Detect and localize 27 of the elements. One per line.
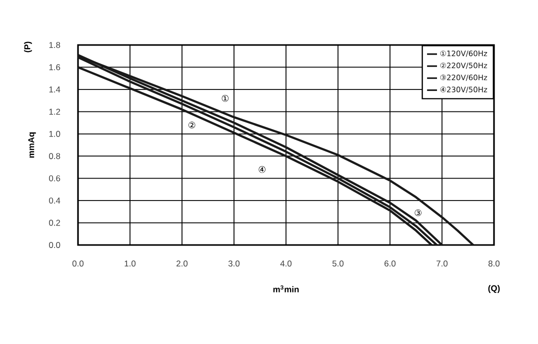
x-axis-title: m$^{3}$min — [273, 285, 299, 292]
y-tick-label: 1.2 — [49, 108, 60, 115]
annotation: ② — [188, 122, 196, 128]
y-tick-label: 1.8 — [49, 42, 60, 48]
annotation: ④ — [258, 166, 266, 173]
x-tick-label: 0.0 — [72, 260, 84, 267]
y-tick-label: 0.0 — [49, 242, 60, 248]
y-tick-label: 1.6 — [49, 64, 60, 70]
y-tick-label: 1.0 — [49, 130, 60, 137]
y-tick-label: 0.8 — [49, 153, 60, 160]
x-tick-label: 4.0 — [280, 260, 292, 267]
y-tick-label: 0.4 — [49, 198, 60, 204]
text: (P) — [24, 42, 32, 52]
annotation: ① — [222, 94, 229, 102]
x-tick-label: 5.0 — [332, 260, 344, 267]
annotation: ③ — [414, 209, 422, 216]
text: (Q) — [488, 285, 500, 293]
y-axis-title: mmAq — [28, 132, 36, 158]
y-tick-label: 0.2 — [49, 220, 60, 226]
y-tick-label: 0.6 — [49, 175, 60, 182]
x-tick-label: 6.0 — [384, 260, 396, 267]
y-tick-label: 1.4 — [49, 86, 60, 92]
x-tick-label: 2.0 — [176, 260, 188, 267]
x-tick-label: 1.0 — [124, 260, 136, 267]
x-tick-label: 3.0 — [228, 260, 240, 267]
x-tick-label: 8.0 — [488, 260, 500, 267]
x-tick-label: 7.0 — [436, 260, 448, 267]
